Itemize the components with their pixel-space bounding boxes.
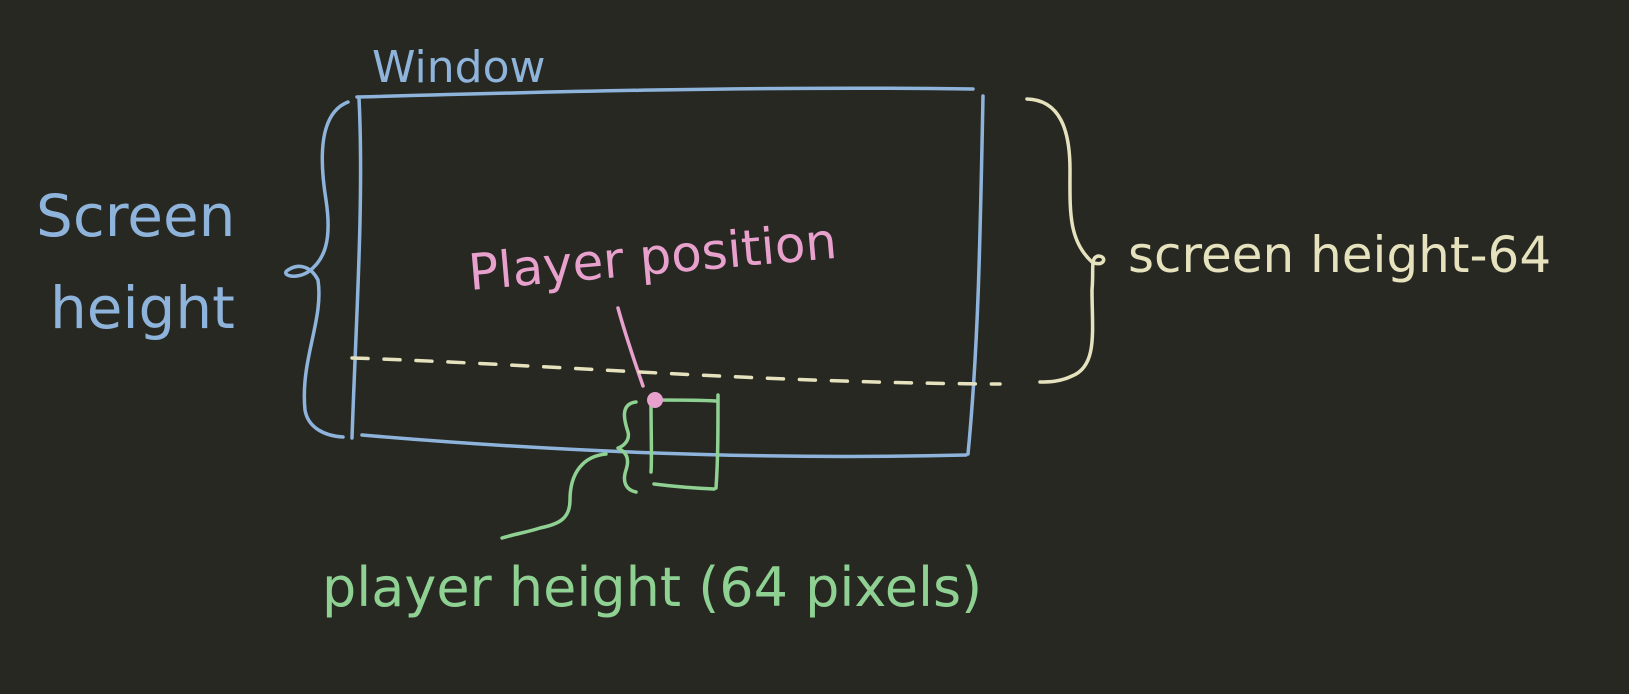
window-rect: [350, 86, 985, 459]
player-position-pointer: [616, 306, 645, 388]
screen-height-label-line2: height: [50, 274, 235, 342]
player-position-dot: [647, 392, 663, 408]
player-height-pointer: [500, 452, 608, 540]
screen-height-brace: [284, 100, 350, 439]
screen-height-label-line1: Screen: [36, 182, 235, 250]
offset-brace: [1025, 97, 1106, 384]
screen-height-minus-64-label: screen height-64: [1128, 226, 1551, 284]
player-height-brace: [616, 400, 638, 494]
player-rect: [649, 393, 720, 491]
window-label: Window: [372, 42, 546, 93]
player-height-label: player height (64 pixels): [322, 556, 982, 619]
player-position-label: Player position: [466, 212, 839, 302]
offset-dashed-line: [350, 356, 1002, 386]
